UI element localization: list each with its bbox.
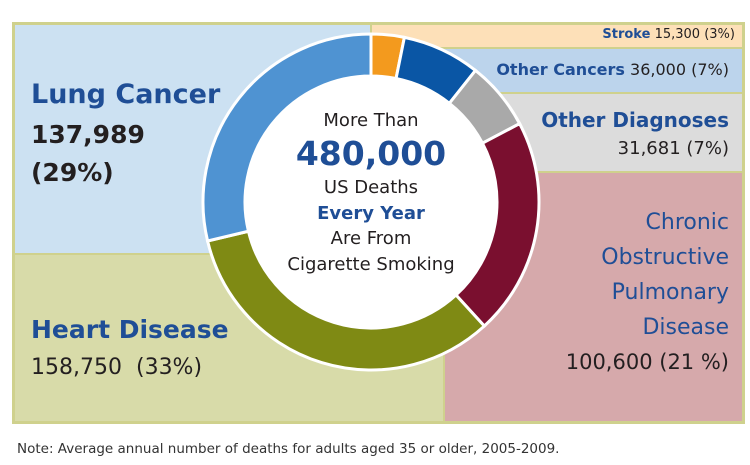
copd-percent: (21 %) [659,350,729,374]
other-diagnoses-value: 31,681 [617,138,681,159]
copd-label-line-2: Obstructive [601,245,729,270]
center-line-4: Are From [330,228,412,250]
infographic-frame: Lung Cancer 137,989 (29%) Heart Disease … [12,22,745,424]
stroke-label: Stroke 15,300 (3%) [602,27,735,42]
copd-label-line-3: Pulmonary [611,280,729,305]
lung-cancer-value: 137,989 [31,120,145,149]
stroke-value: 15,300 [654,27,701,42]
stroke-percent: (3%) [704,27,735,42]
center-line-2: US Deaths [323,177,419,199]
donut-chart [201,32,541,372]
other-diagnoses-label: Other Diagnoses [541,108,729,132]
center-line-5: Cigarette Smoking [287,253,455,275]
copd-label: Chronic Obstructive Pulmonary Disease [601,205,729,345]
heart-disease-value: 158,750 [31,355,122,380]
other-diagnoses-percent: (7%) [686,138,729,159]
center-total: 480,000 [295,133,447,173]
heart-disease-percent: (33%) [135,355,203,380]
stroke-name: Stroke [602,27,651,42]
footnote: Note: Average annual number of deaths fo… [17,441,560,457]
heart-disease-value-label: 158,750 (33%) [31,355,202,380]
lung-cancer-percent: (29%) [31,158,114,187]
copd-value-label: 100,600 (21 %) [566,350,729,374]
copd-label-line-4: Disease [642,315,729,340]
other-cancers-value: 36,000 [630,60,687,79]
lung-cancer-label: Lung Cancer [31,79,221,110]
heart-disease-label: Heart Disease [31,315,229,344]
donut-center-text: More Than 480,000 US Deaths Every Year A… [268,110,474,276]
stroke-panel [372,25,742,47]
other-cancers-percent: (7%) [691,60,729,79]
donut-hole [245,76,497,328]
copd-value: 100,600 [565,350,653,374]
other-diagnoses-value-label: 31,681 (7%) [618,138,729,159]
center-line-1: More Than [323,110,419,131]
other-cancers-label: Other Cancers 36,000 (7%) [496,60,729,79]
other-cancers-name: Other Cancers [496,60,625,79]
center-line-3: Every Year [317,202,425,224]
copd-label-line-1: Chronic [645,210,729,235]
